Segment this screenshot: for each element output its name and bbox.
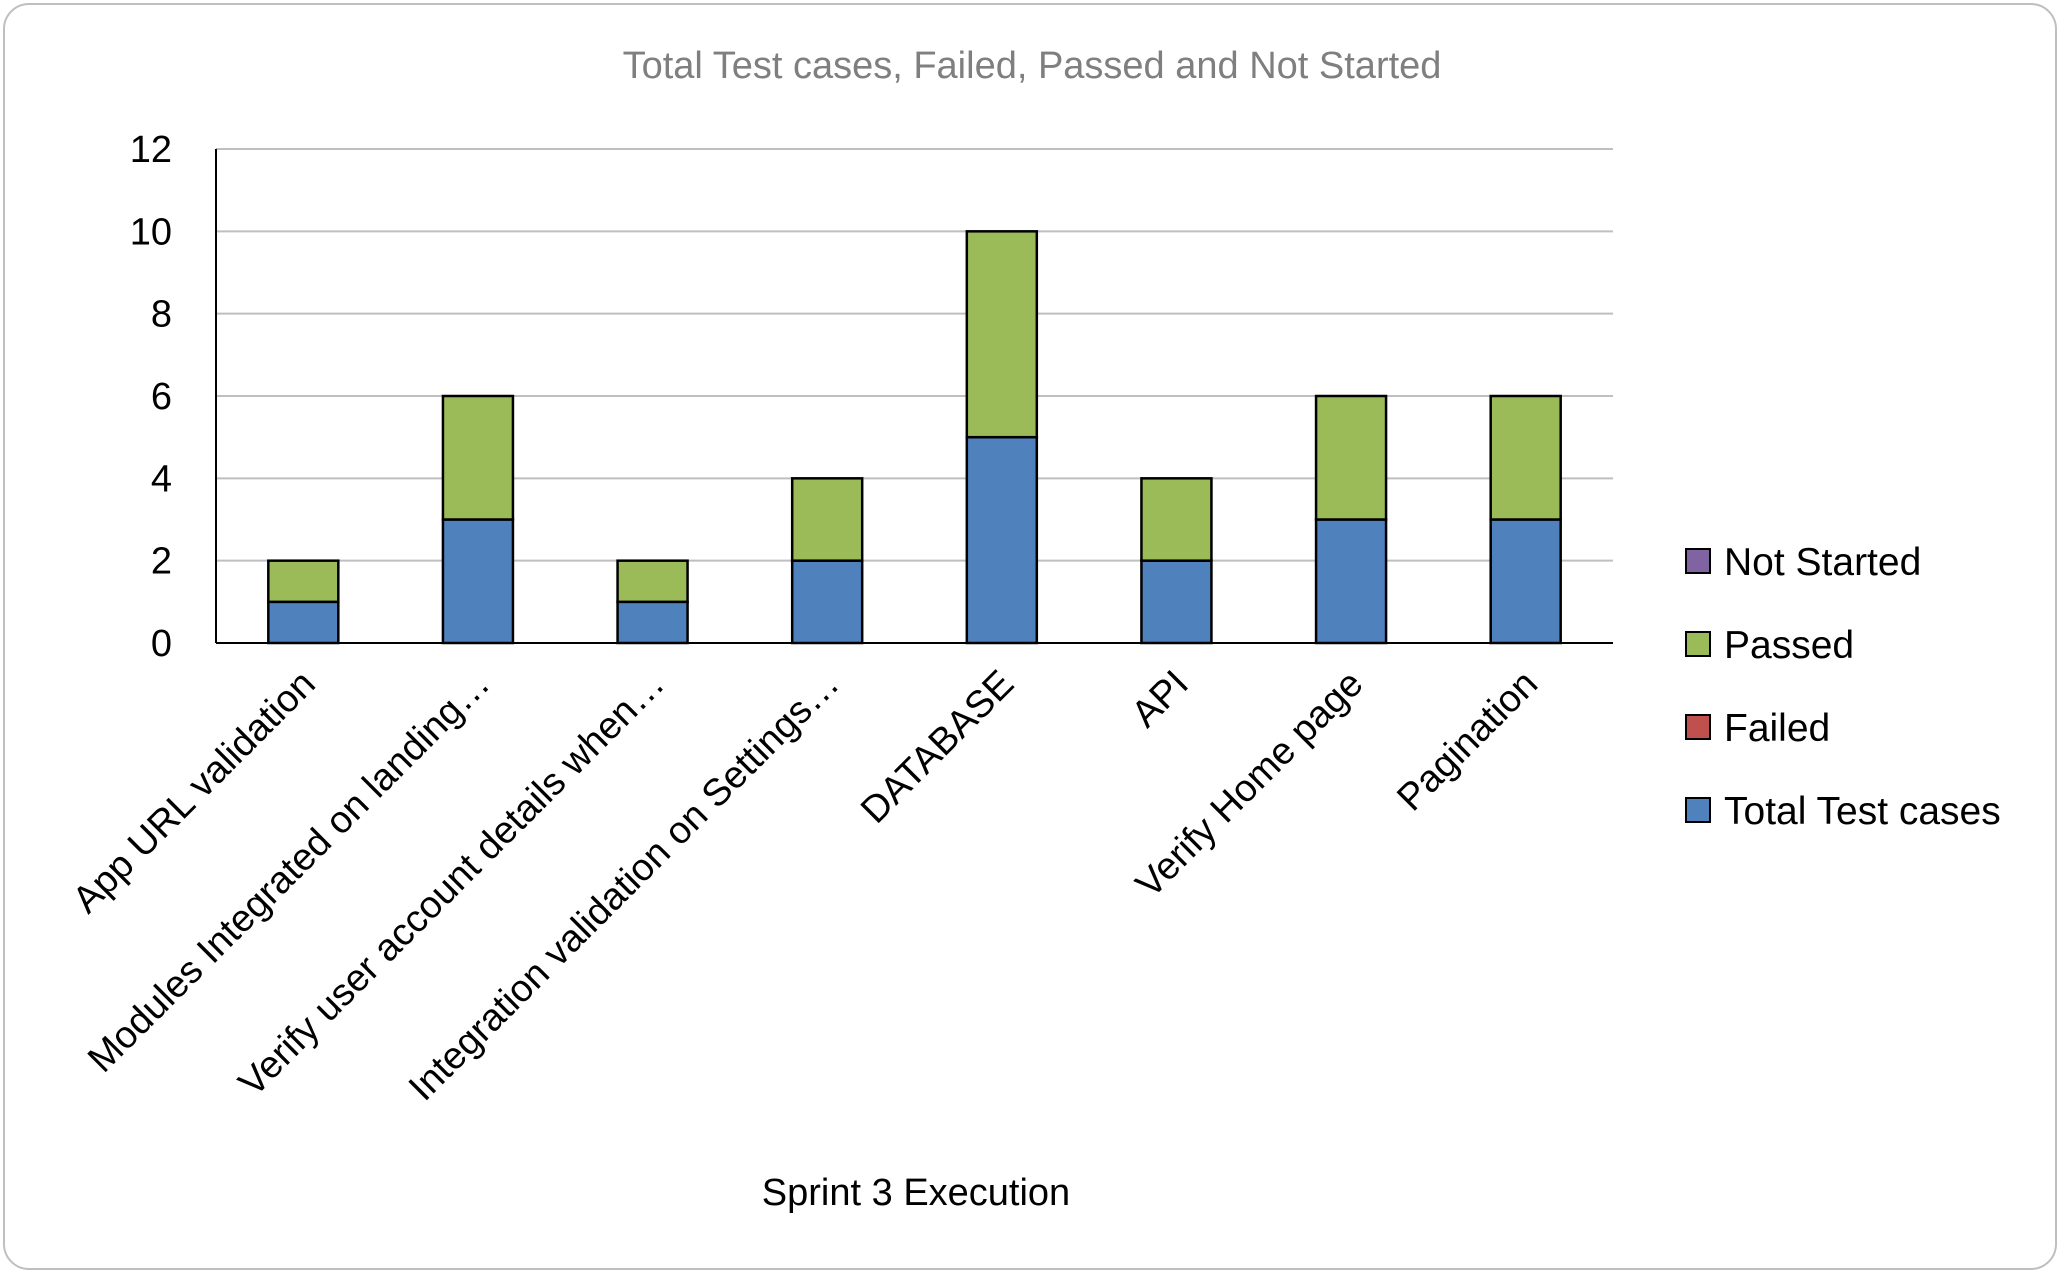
y-axis-ticks: 0 2 4 6 8 10 12 <box>130 129 172 665</box>
y-tick-label: 6 <box>151 376 172 418</box>
x-category-label: DATABASE <box>853 663 1022 832</box>
legend-swatch <box>1685 797 1711 823</box>
bar-segment <box>790 477 864 562</box>
legend: Not Started Passed Failed Total Test cases <box>1685 541 2001 833</box>
x-axis-title: Sprint 3 Execution <box>762 1172 1070 1214</box>
bar-segment <box>1314 518 1388 645</box>
chart-title: Total Test cases, Failed, Passed and Not… <box>623 45 1442 87</box>
legend-label: Not Started <box>1724 541 1921 584</box>
bar-segment <box>1140 559 1213 645</box>
bar-segment <box>1489 394 1562 521</box>
y-tick-label: 8 <box>151 294 172 336</box>
y-tick-label: 10 <box>130 211 172 253</box>
legend-label: Passed <box>1724 624 1854 667</box>
legend-swatch <box>1685 548 1711 574</box>
bar-segment <box>267 559 340 604</box>
y-tick-label: 2 <box>151 541 172 583</box>
legend-label: Total Test cases <box>1724 790 2001 833</box>
bar-segment <box>1140 477 1213 562</box>
x-category-label: Pagination <box>1389 663 1546 820</box>
bar-segment <box>965 435 1039 645</box>
bar-segment <box>616 559 689 604</box>
legend-swatch <box>1685 714 1711 740</box>
axes <box>215 149 1613 644</box>
y-tick-label: 12 <box>130 129 172 171</box>
bar-segment <box>1489 518 1562 645</box>
bar-segment <box>267 600 340 645</box>
bar-segment <box>790 559 864 645</box>
bar-segment <box>441 394 515 521</box>
bar-segment <box>965 230 1039 439</box>
y-tick-label: 4 <box>151 458 172 500</box>
x-category-label: API <box>1124 663 1197 736</box>
bar-segment <box>441 518 515 645</box>
legend-label: Failed <box>1724 707 1830 750</box>
y-tick-label: 0 <box>151 623 172 665</box>
gridlines <box>216 148 1613 562</box>
legend-swatch <box>1685 631 1711 657</box>
bar-group <box>267 230 1562 645</box>
bar-segment <box>616 600 689 645</box>
bar-segment <box>1314 394 1388 521</box>
